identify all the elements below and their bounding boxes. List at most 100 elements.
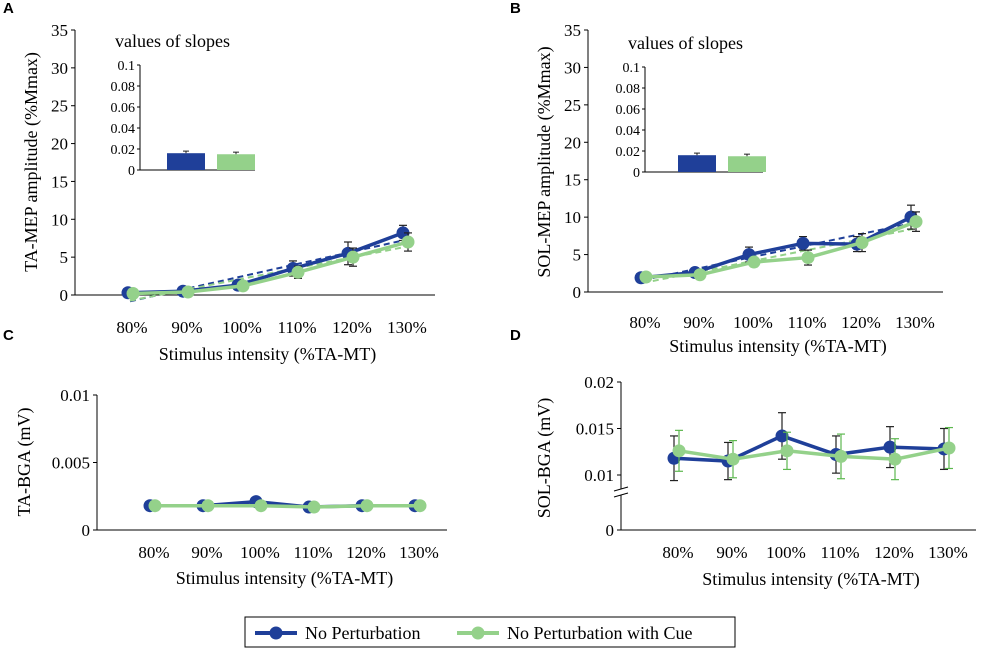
data-point xyxy=(909,215,923,229)
inset-y-tick-label: 0.04 xyxy=(111,122,136,137)
data-point xyxy=(780,444,794,458)
data-point xyxy=(672,444,686,458)
inset-bar-no-perturbation xyxy=(167,153,205,170)
y-axis-label: TA-BGA (mV) xyxy=(14,407,35,516)
x-tick-label: 120% xyxy=(332,318,372,337)
x-tick-label: 130% xyxy=(895,313,935,332)
data-point xyxy=(801,251,815,265)
x-axis-label: Stimulus intensity (%TA-MT) xyxy=(669,336,887,357)
x-tick-label: 110% xyxy=(820,543,859,562)
inset-title: values of slopes xyxy=(628,33,743,53)
x-tick-label: 80% xyxy=(662,543,693,562)
series-line-no-perturbation-cue xyxy=(155,503,420,509)
inset-y-tick-label: 0.02 xyxy=(616,145,641,160)
data-point xyxy=(254,499,268,513)
legend-label-no-perturbation-cue: No Perturbation with Cue xyxy=(507,623,692,643)
x-axis-label: Stimulus intensity (%TA-MT) xyxy=(702,569,920,590)
y-tick-label: 0 xyxy=(82,521,91,540)
x-tick-label: 130% xyxy=(387,318,427,337)
y-tick-label: 10 xyxy=(564,208,581,227)
axis-break-mark xyxy=(613,492,629,498)
x-tick-label: 120% xyxy=(346,543,386,562)
x-tick-label: 110% xyxy=(277,318,316,337)
y-tick-label: 25 xyxy=(564,96,581,115)
panel-letter-c: C xyxy=(3,327,14,344)
data-point xyxy=(148,499,162,513)
y-tick-label: 0.015 xyxy=(576,420,614,439)
inset-y-tick-label: 0.04 xyxy=(616,124,641,139)
legend: No Perturbation No Perturbation with Cue xyxy=(244,616,736,648)
x-tick-label: 110% xyxy=(787,313,826,332)
series-line-no-perturbation xyxy=(127,231,404,295)
y-tick-label: 15 xyxy=(51,172,68,191)
data-point xyxy=(693,268,707,282)
data-point xyxy=(639,270,653,284)
data-point xyxy=(942,441,956,455)
data-point xyxy=(834,449,848,463)
y-tick-label: 0.01 xyxy=(584,466,614,485)
y-tick-label: 0 xyxy=(606,521,615,540)
y-tick-label: 35 xyxy=(51,21,68,40)
x-tick-label: 80% xyxy=(138,543,169,562)
x-tick-label: 100% xyxy=(240,543,280,562)
panel-letter-d: D xyxy=(510,327,521,344)
inset-y-tick-label: 0 xyxy=(633,166,640,181)
inset-title: values of slopes xyxy=(115,31,230,51)
inset-y-tick-label: 0.08 xyxy=(111,80,136,95)
y-tick-label: 0.005 xyxy=(52,454,90,473)
x-tick-label: 130% xyxy=(928,543,968,562)
chart-panel-a: 0 5 10 15 20 25 30 35 80% 90% 100% 110% 120% 130% Stim… xyxy=(21,21,435,365)
inset-y-tick-label: 0.02 xyxy=(111,143,136,158)
data-point xyxy=(181,285,195,299)
x-tick-label: 130% xyxy=(399,543,439,562)
legend-label-no-perturbation: No Perturbation xyxy=(305,623,420,643)
panel-letter-b: B xyxy=(510,0,521,17)
legend-marker-no-perturbation xyxy=(269,626,283,640)
inset-y-tick-label: 0.06 xyxy=(111,101,136,116)
panel-letter-a: A xyxy=(3,0,14,17)
x-tick-label: 80% xyxy=(116,318,147,337)
y-axis-label: SOL-MEP amplitude (%Mmax) xyxy=(534,46,555,277)
data-point xyxy=(413,499,427,513)
y-tick-label: 30 xyxy=(564,58,581,77)
series-line-no-perturbation-cue xyxy=(678,446,950,461)
y-tick-label: 0 xyxy=(573,283,582,302)
data-point xyxy=(307,500,321,514)
data-point xyxy=(401,235,415,249)
chart-panel-c: 0 0.005 0.01 80% 90% 100% 110% 120% 130% Stimulus… xyxy=(14,386,447,589)
inset-y-tick-label: 0.08 xyxy=(616,82,641,97)
x-tick-label: 120% xyxy=(841,313,881,332)
x-tick-label: 80% xyxy=(629,313,660,332)
series-line-no-perturbation xyxy=(673,434,945,463)
chart-panel-b: 0 5 10 15 20 25 30 35 80% 90% 100% 110% 120% 130% Stim… xyxy=(534,21,943,357)
axis-break-mark xyxy=(613,486,629,492)
y-tick-label: 20 xyxy=(564,133,581,152)
data-point xyxy=(236,279,250,293)
data-point xyxy=(126,286,140,300)
y-axis-label: SOL-BGA (mV) xyxy=(534,398,555,519)
inset-bar-no-perturbation-cue xyxy=(728,156,766,172)
inset-bar-no-perturbation xyxy=(678,155,716,172)
y-tick-label: 25 xyxy=(51,97,68,116)
data-point xyxy=(726,452,740,466)
data-point xyxy=(346,250,360,264)
inset-bar-no-perturbation-cue xyxy=(217,154,255,170)
x-tick-label: 90% xyxy=(191,543,222,562)
trendline-no-perturbation xyxy=(642,222,914,282)
y-tick-label: 5 xyxy=(60,248,69,267)
y-tick-label: 5 xyxy=(573,246,582,265)
x-tick-label: 100% xyxy=(222,318,262,337)
x-axis-label: Stimulus intensity (%TA-MT) xyxy=(159,344,377,365)
inset-y-tick-label: 0 xyxy=(128,164,135,179)
x-tick-label: 110% xyxy=(293,543,332,562)
y-tick-label: 0.02 xyxy=(584,373,614,392)
y-tick-label: 0 xyxy=(60,286,69,305)
inset-y-tick-label: 0.06 xyxy=(616,103,641,118)
y-tick-label: 15 xyxy=(564,171,581,190)
data-point xyxy=(291,265,305,279)
y-tick-label: 35 xyxy=(564,21,581,40)
x-axis-label: Stimulus intensity (%TA-MT) xyxy=(176,568,394,589)
data-point xyxy=(360,499,374,513)
x-tick-label: 90% xyxy=(683,313,714,332)
